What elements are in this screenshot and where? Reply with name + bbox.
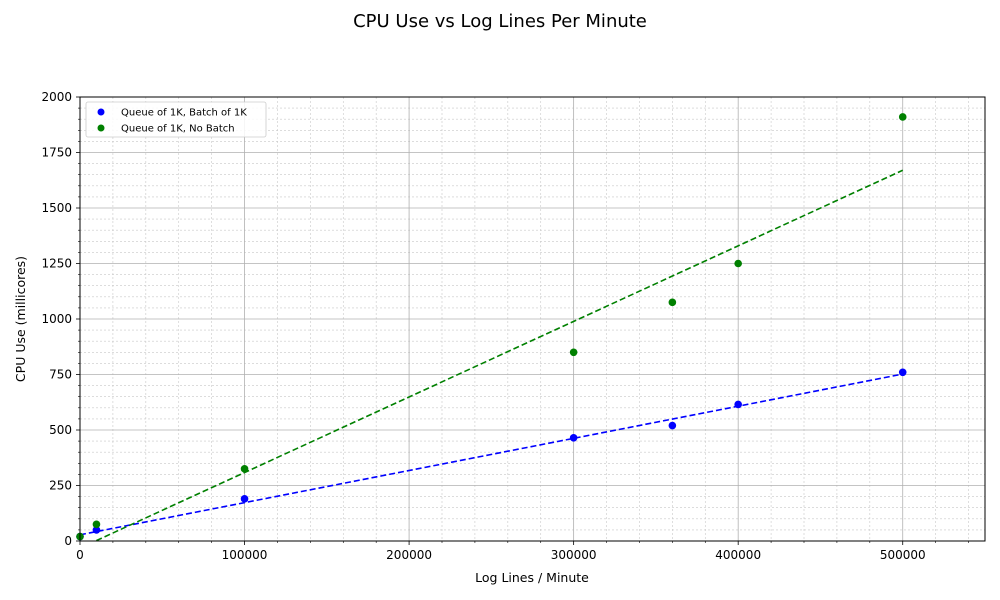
legend-box: [85, 101, 267, 138]
y-tick-label: 750: [49, 368, 72, 382]
grid: [79, 96, 985, 542]
data-point: [668, 421, 677, 430]
data-point: [668, 298, 677, 307]
data-point: [569, 348, 578, 357]
y-tick-label: 1250: [41, 257, 72, 271]
y-tick-label: 2000: [41, 90, 72, 104]
x-tick-label: 500000: [880, 548, 926, 562]
x-tick-label: 200000: [386, 548, 432, 562]
x-tick-label: 400000: [715, 548, 761, 562]
x-axis-label: Log Lines / Minute: [475, 570, 589, 585]
y-tick-label: 1000: [41, 312, 72, 326]
data-points: [76, 113, 907, 541]
data-point: [734, 259, 742, 268]
data-point: [92, 526, 101, 534]
legend: Queue of 1K, Batch of 1K Queue of 1K, No …: [85, 101, 267, 138]
data-point: [734, 400, 742, 409]
y-tick-label: 1750: [41, 146, 72, 160]
legend-marker: [97, 124, 105, 132]
y-tick-label: 0: [64, 534, 72, 548]
legend-label: Queue of 1K, Batch of 1K: [121, 108, 247, 119]
trend-line: [93, 169, 904, 541]
legend-marker: [97, 108, 105, 116]
y-tick-label: 1500: [41, 201, 72, 215]
data-point: [569, 433, 578, 442]
data-point: [898, 368, 907, 377]
y-tick-label: 500: [49, 423, 72, 437]
trend-lines: [80, 169, 904, 541]
data-point: [898, 113, 907, 121]
trend-line: [80, 373, 903, 536]
y-tick-label: 250: [49, 479, 72, 493]
data-point: [240, 495, 249, 503]
data-point: [240, 465, 249, 473]
x-tick-label: 0: [76, 548, 84, 562]
legend-label: Queue of 1K, No Batch: [121, 124, 235, 135]
x-tick-label: 300000: [551, 548, 597, 562]
ticks: 0 100000 200000 300000 400000 500000 0 250 500 75…: [41, 90, 969, 562]
data-point: [92, 520, 101, 529]
chart-title: CPU Use vs Log Lines Per Minute: [353, 11, 647, 32]
y-axis-label: CPU Use (millicores): [13, 256, 28, 382]
x-tick-label: 100000: [222, 548, 268, 562]
